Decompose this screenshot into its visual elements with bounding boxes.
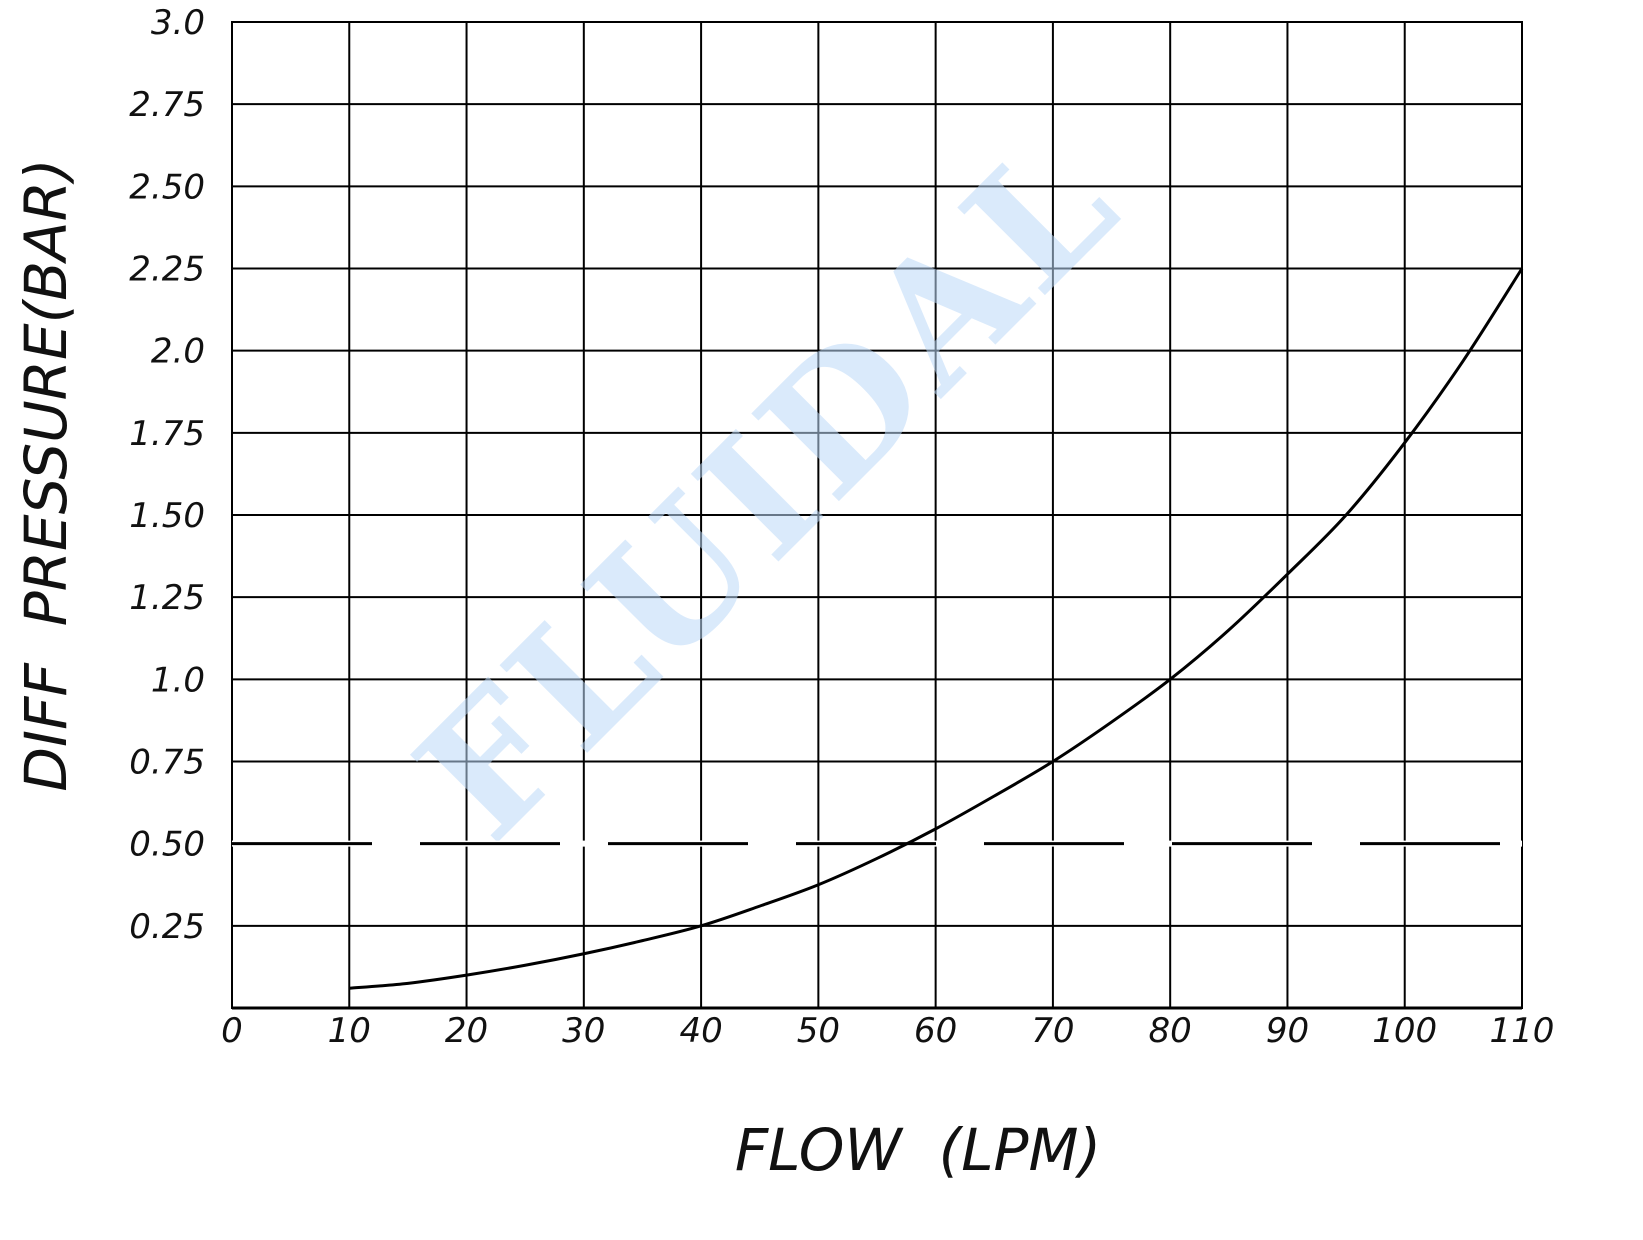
y-tick-label: 1.0 xyxy=(151,660,205,700)
y-tick-label: 1.75 xyxy=(129,414,205,454)
x-tick-label: 20 xyxy=(445,1011,488,1051)
watermark-text: FLUIDAL xyxy=(380,100,1158,878)
x-tick-label: 70 xyxy=(1031,1011,1074,1051)
x-tick-label: 80 xyxy=(1149,1011,1192,1051)
y-tick-label: 1.25 xyxy=(129,578,205,618)
y-tick-labels: 0.25 0.50 0.75 1.0 1.25 1.50 1.75 2.0 2.25 2.50 2.… xyxy=(129,3,205,947)
x-tick-label: 30 xyxy=(562,1011,605,1051)
x-tick-label: 0 xyxy=(221,1011,243,1051)
x-tick-label: 50 xyxy=(797,1011,840,1051)
x-tick-label: 100 xyxy=(1372,1011,1437,1051)
x-tick-label: 60 xyxy=(914,1011,957,1051)
y-tick-label: 3.0 xyxy=(151,3,205,43)
y-tick-label: 2.25 xyxy=(129,250,205,290)
x-tick-label: 90 xyxy=(1266,1011,1309,1051)
y-tick-label: 0.75 xyxy=(129,743,205,783)
y-tick-label: 0.25 xyxy=(129,907,205,947)
x-tick-label: 10 xyxy=(328,1011,371,1051)
y-tick-label: 2.0 xyxy=(151,332,205,372)
x-tick-label: 40 xyxy=(679,1011,722,1051)
y-axis-title: DIFF PRESSURE(BAR) xyxy=(12,158,80,791)
y-tick-label: 2.75 xyxy=(129,85,205,125)
x-tick-label: 110 xyxy=(1490,1011,1555,1051)
y-tick-label: 2.50 xyxy=(129,167,205,207)
x-tick-labels: 0 10 20 30 40 50 60 70 80 90 100 110 xyxy=(221,1011,1554,1051)
series-line xyxy=(349,267,1524,990)
series-group xyxy=(349,267,1524,990)
y-tick-label: 1.50 xyxy=(129,496,205,536)
x-axis-title: FLOW (LPM) xyxy=(735,1116,1101,1184)
y-tick-label: 0.50 xyxy=(129,825,205,865)
